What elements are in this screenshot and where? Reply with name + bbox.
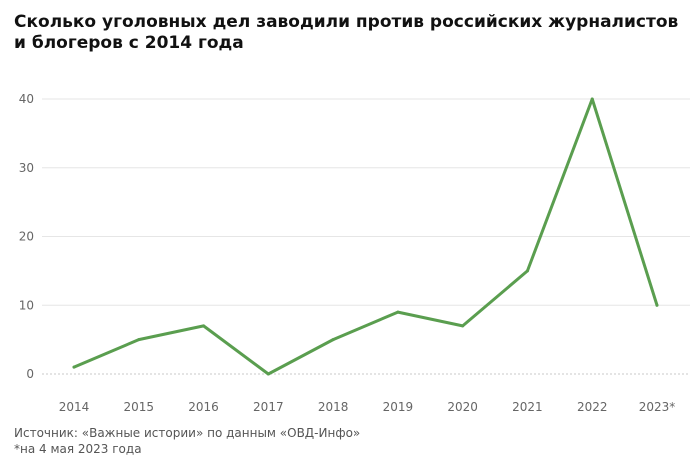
x-tick-label-2017: 2017 <box>253 400 284 414</box>
x-tick-label-2023: 2023* <box>639 400 676 414</box>
x-tick-label-2016: 2016 <box>188 400 219 414</box>
data-point-2017 <box>266 372 270 376</box>
data-point-2023 <box>655 303 659 307</box>
data-point-2021 <box>525 269 529 273</box>
x-tick-label-2014: 2014 <box>59 400 90 414</box>
data-point-2019 <box>396 310 400 314</box>
source-note: Источник: «Важные истории» по данным «ОВ… <box>14 426 361 440</box>
y-axis-tick-labels: 0 10 20 30 40 <box>19 92 34 381</box>
data-point-2020 <box>461 324 465 328</box>
y-tick-label-20: 20 <box>19 230 34 244</box>
date-footnote: *на 4 мая 2023 года <box>14 442 142 456</box>
data-point-2016 <box>202 324 206 328</box>
x-tick-label-2015: 2015 <box>124 400 155 414</box>
x-tick-label-2021: 2021 <box>512 400 543 414</box>
y-tick-label-30: 30 <box>19 161 34 175</box>
series-layer <box>72 97 659 376</box>
series-line <box>72 97 659 376</box>
data-point-2014 <box>72 365 76 369</box>
x-tick-label-2020: 2020 <box>447 400 478 414</box>
data-point-2022 <box>590 97 594 101</box>
x-axis-tick-labels: 2014 2015 2016 2017 2018 2019 2020 2021 2022 2023… <box>59 400 676 414</box>
x-tick-label-2019: 2019 <box>383 400 414 414</box>
y-tick-label-10: 10 <box>19 298 34 312</box>
y-tick-label-0: 0 <box>26 367 34 381</box>
chart-footer: Источник: «Важные истории» по данным «ОВ… <box>14 425 360 457</box>
y-tick-label-40: 40 <box>19 92 34 106</box>
x-tick-label-2018: 2018 <box>318 400 349 414</box>
chart-title: Сколько уголовных дел заводили против ро… <box>14 12 679 53</box>
data-point-2018 <box>331 338 335 342</box>
x-tick-label-2022: 2022 <box>577 400 608 414</box>
data-point-2015 <box>137 338 141 342</box>
gridlines <box>42 98 690 375</box>
